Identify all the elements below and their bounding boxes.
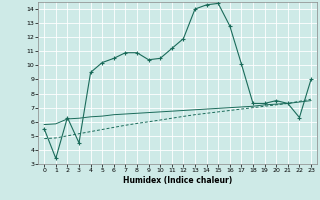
X-axis label: Humidex (Indice chaleur): Humidex (Indice chaleur) xyxy=(123,176,232,185)
